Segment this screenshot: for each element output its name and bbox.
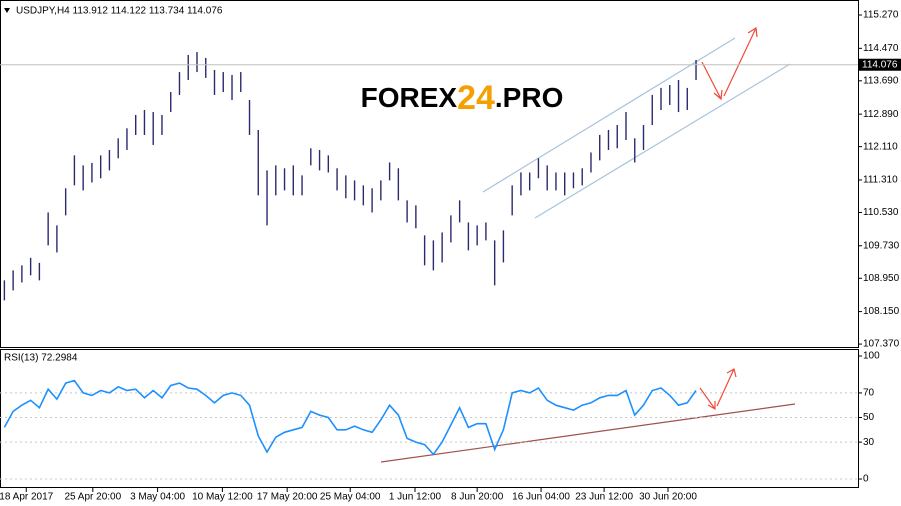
channel-line <box>534 63 791 219</box>
x-tick-label: 18 Apr 2017 <box>0 492 54 503</box>
rsi-line <box>3 379 697 456</box>
rsi-trendline <box>380 403 796 463</box>
x-tick-label: 16 Jun 04:00 <box>512 492 570 503</box>
x-tick-label: 8 Jun 20:00 <box>451 492 504 503</box>
watermark-part: 24 <box>457 79 495 117</box>
x-tick-label: 30 Jun 20:00 <box>639 492 697 503</box>
y-tick-label: 109.730 <box>863 240 900 251</box>
y-tick-label: 111.310 <box>863 175 898 186</box>
rsi-arrows <box>699 368 737 411</box>
current-price-label: 114.076 <box>862 59 898 70</box>
y-tick-label: 108.950 <box>863 273 900 284</box>
y-tick-label: 50 <box>863 412 875 423</box>
y-tick-label: 30 <box>863 437 875 448</box>
y-tick-label: 0 <box>863 474 869 485</box>
price-arrows <box>701 26 758 101</box>
x-tick-label: 25 Apr 20:00 <box>64 492 121 503</box>
channel-line <box>482 37 736 193</box>
y-tick-label: 110.530 <box>863 207 899 218</box>
x-tick-label: 17 May 20:00 <box>257 492 318 503</box>
rsi-frame <box>0 349 859 488</box>
y-tick-label: 115.270 <box>863 10 899 21</box>
y-tick-label: 114.470 <box>863 43 899 54</box>
annotations <box>380 26 796 463</box>
chart-title: USDJPY,H4 113.912 114.122 113.734 114.07… <box>16 6 223 17</box>
watermark: FOREX24.PRO <box>361 79 564 117</box>
y-tick-label: 113.690 <box>863 75 899 86</box>
watermark-part: FOREX <box>361 82 458 113</box>
x-tick-label: 3 May 04:00 <box>130 492 185 503</box>
x-tick-label: 25 May 04:00 <box>320 492 381 503</box>
menu-icon <box>4 8 10 13</box>
x-tick-label: 1 Jun 12:00 <box>389 492 442 503</box>
rsi-title: RSI(13) 72.2984 <box>4 353 78 364</box>
y-tick-label: 70 <box>863 388 875 399</box>
x-tick-label: 10 May 12:00 <box>192 492 253 503</box>
current-price-box <box>859 58 901 71</box>
y-tick-label: 107.370 <box>863 339 900 350</box>
y-tick-label: 100 <box>863 351 880 362</box>
watermark-part: .PRO <box>495 82 563 113</box>
y-tick-label: 108.150 <box>863 306 900 317</box>
price-frame <box>0 0 859 348</box>
x-tick-label: 23 Jun 12:00 <box>575 492 633 503</box>
y-tick-label: 112.890 <box>863 109 899 120</box>
y-tick-label: 112.110 <box>863 141 898 152</box>
